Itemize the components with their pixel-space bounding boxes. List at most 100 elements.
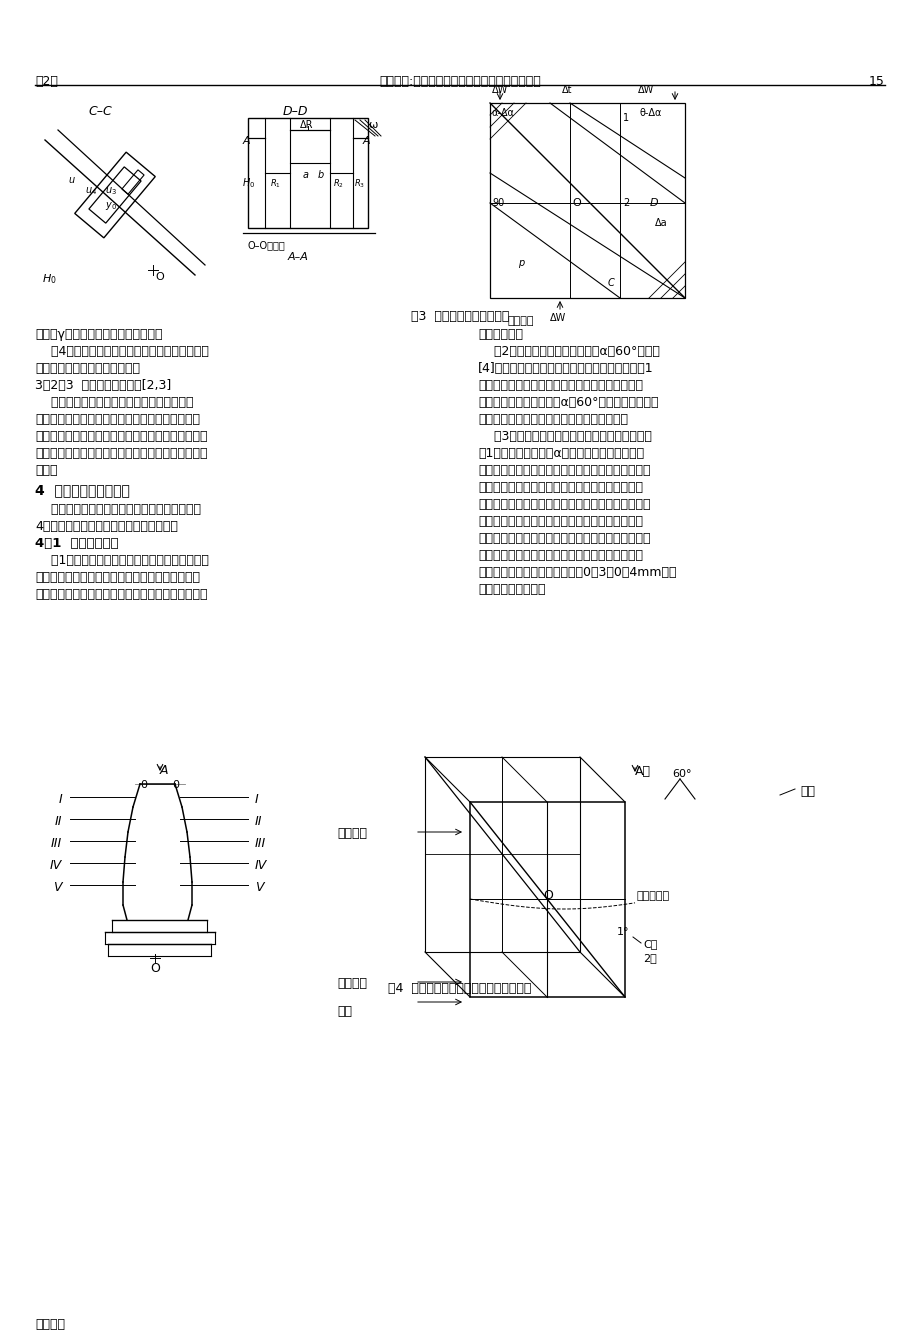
Text: V: V [53,882,62,894]
Text: 图3  锯齿冠简化型设计示例: 图3 锯齿冠简化型设计示例 [411,310,508,323]
Text: A: A [363,136,370,146]
Text: 向活动量有关。紧度大小取决于挤压应力的控制。: 向活动量有关。紧度大小取决于挤压应力的控制。 [478,515,642,528]
Text: $u_3$: $u_3$ [105,185,117,196]
Text: $u$: $u$ [68,175,75,185]
Bar [425,757,579,952]
Text: ΔW: ΔW [637,85,653,95]
Text: II: II [255,814,262,828]
Text: 阶弯曲振型方向，同时要有利于叶冠与转子热变形: 阶弯曲振型方向，同时要有利于叶冠与转子热变形 [478,379,642,392]
Text: 1: 1 [622,113,629,124]
Text: 下叶片的弹性恢复扭转，以及榫头、榫槽的径向、周: 下叶片的弹性恢复扭转，以及榫头、榫槽的径向、周 [478,499,650,511]
Text: $R_1$: $R_1$ [269,177,280,191]
Text: II: II [54,814,62,828]
Text: O–O中心线: O–O中心线 [248,241,286,250]
Text: （2）叶冠锯齿型工作面偏转角α＝60°。文献: （2）叶冠锯齿型工作面偏转角α＝60°。文献 [478,345,659,358]
Text: $H_0$: $H_0$ [242,176,255,190]
Text: V: V [255,882,263,894]
Text: $u_4$: $u_4$ [85,185,97,196]
Bar [470,802,624,997]
Text: 万方数据: 万方数据 [35,1318,65,1331]
Text: ΔR: ΔR [300,120,313,130]
Text: ΔW: ΔW [492,85,507,95]
Text: 角采用简化整角型设计，非工作面的二面角采用平: 角采用简化整角型设计，非工作面的二面角采用平 [35,571,199,585]
Text: 对锯齿冠的预扭设计，可参考机械零件强度: 对锯齿冠的预扭设计，可参考机械零件强度 [35,396,193,409]
Text: θ-Δα: θ-Δα [640,108,662,118]
Text: C–C: C–C [88,105,112,118]
Text: b: b [318,169,323,180]
Text: $y_0$: $y_0$ [105,200,117,212]
Text: D: D [650,198,658,208]
Text: a: a [302,169,309,180]
Text: 图4  某型发动机低压涡轮叶片锯齿冠结构: 图4 某型发动机低压涡轮叶片锯齿冠结构 [388,982,531,995]
Text: 锯齿: 锯齿 [800,785,814,798]
Text: $R_2$: $R_2$ [333,177,344,191]
Text: 挤压应力大，叶冠强度不允许；挤压应力过小，接触: 挤压应力大，叶冠强度不允许；挤压应力过小，接触 [478,532,650,546]
Text: （4）强度验算。若验算满足不了强度要求，可: （4）强度验算。若验算满足不了强度要求，可 [35,345,209,358]
Text: Δt: Δt [562,85,572,95]
Text: 锯齿: 锯齿 [336,1005,352,1017]
Text: 工作面挤压应力、叶片压缩刚度、转扭刚度等之后，: 工作面挤压应力、叶片压缩刚度、转扭刚度等之后， [35,430,208,444]
Text: III: III [255,837,266,849]
Text: 耐磨涂层: 耐磨涂层 [336,977,367,991]
Text: IV: IV [50,859,62,872]
Text: Δa: Δa [654,218,667,228]
Text: 0: 0 [140,780,147,790]
Text: 型发动机锯齿冠工作面紧度取为0．3～0．4mm，满: 型发动机锯齿冠工作面紧度取为0．3～0．4mm，满 [478,566,675,579]
Text: ΔW: ΔW [550,313,565,323]
Text: 4．1  设计特点分析: 4．1 设计特点分析 [35,538,119,550]
Text: 通过调整叶冠结构参数来实现。: 通过调整叶冠结构参数来实现。 [35,362,140,375]
Text: 行于中心线的无角度设计，这有利于工艺计算、加工: 行于中心线的无角度设计，这有利于工艺计算、加工 [35,589,208,601]
Text: C: C [607,278,614,288]
Text: 分析了某型发动机低压叶片锯齿冠结构（如图: 分析了某型发动机低压叶片锯齿冠结构（如图 [35,503,200,516]
Text: 0: 0 [172,780,179,790]
Bar [248,118,368,228]
Text: 协调。某型发动机偏转角α＝60°，符合上述要求，: 协调。某型发动机偏转角α＝60°，符合上述要求， [478,396,658,409]
Text: A向: A向 [634,765,651,778]
Text: A–A: A–A [288,253,309,262]
Text: I: I [58,793,62,806]
Text: 确定预扭角、预扭紧度。受篇幅所限，本文对此不做: 确定预扭角、预扭紧度。受篇幅所限，本文对此不做 [35,448,208,460]
Text: 的1个难点。当偏转角α确定后，接触工作面紧度: 的1个难点。当偏转角α确定后，接触工作面紧度 [478,448,643,460]
Text: 2处: 2处 [642,953,656,964]
Text: α-Δα: α-Δα [492,108,515,118]
Text: 黄庆南等:涡轮叶片锯齿冠结构设计的实践与思考: 黄庆南等:涡轮叶片锯齿冠结构设计的实践与思考 [379,75,540,87]
Text: III: III [51,837,62,849]
Text: 60°: 60° [671,769,691,780]
Text: 制造和装配。: 制造和装配。 [478,328,522,341]
Text: O: O [542,888,552,902]
Text: 与预扭角大小，与转子在离心力和温度载荷作用下的: 与预扭角大小，与转子在离心力和温度载荷作用下的 [478,464,650,477]
Text: p: p [517,258,524,267]
Text: ω: ω [368,120,377,130]
Text: 变形及叶冠热胀有关，也与在离心力和气动力作用: 变形及叶冠热胀有关，也与在离心力和气动力作用 [478,481,642,495]
Text: [4]提出，要尽可能使锯齿冠接触工作面接近叶片1: [4]提出，要尽可能使锯齿冠接触工作面接近叶片1 [478,362,652,375]
Text: 足了设计技术要求。: 足了设计技术要求。 [478,583,545,595]
Text: 计算手册（比尔格尔）。在计算叶冠啮合角、接触: 计算手册（比尔格尔）。在计算叶冠啮合角、接触 [35,413,199,426]
Text: I: I [255,793,258,806]
Text: C面: C面 [642,939,657,949]
Text: （1）叶冠两侧面结构形式。接触工作面的二面: （1）叶冠两侧面结构形式。接触工作面的二面 [35,554,209,567]
Text: IV: IV [255,859,267,872]
Text: 面会出现滑动磨损。考虑到上述诸多影响因素，某: 面会出现滑动磨损。考虑到上述诸多影响因素，某 [478,548,642,562]
Text: 发动机轴线: 发动机轴线 [636,891,669,900]
Text: 耐磨涂层: 耐磨涂层 [336,827,367,840]
Text: 旋转轴线: 旋转轴线 [507,316,534,327]
Text: （3）叶冠接触工作面紧度的选取是锯齿冠设计: （3）叶冠接触工作面紧度的选取是锯齿冠设计 [478,430,652,444]
Text: 式中：γ。为锯齿冠工作面的二面角。: 式中：γ。为锯齿冠工作面的二面角。 [35,328,163,341]
Text: O: O [154,271,164,282]
Text: 15: 15 [868,75,884,87]
Text: 3．2．3  详细设计（预扭）[2,3]: 3．2．3 详细设计（预扭）[2,3] [35,379,171,392]
Text: O: O [572,198,580,208]
Bar [490,103,685,298]
Text: A: A [160,763,168,777]
Text: 2: 2 [622,198,629,208]
Text: O: O [150,962,160,974]
Text: D–D: D–D [282,105,308,118]
Text: A: A [243,136,250,146]
Text: 4  锯齿冠结构设计实例: 4 锯齿冠结构设计实例 [35,482,130,497]
Text: 1°: 1° [617,927,629,937]
Text: $H_0$: $H_0$ [42,271,57,286]
Text: 因而能起到阻尼减振效果和热变形协调作用。: 因而能起到阻尼减振效果和热变形协调作用。 [478,413,628,426]
Text: $R_3$: $R_3$ [354,177,365,191]
Text: 4所示）设计的特点，并进行了试车考核。: 4所示）设计的特点，并进行了试车考核。 [35,520,177,534]
Text: 90: 90 [492,198,504,208]
